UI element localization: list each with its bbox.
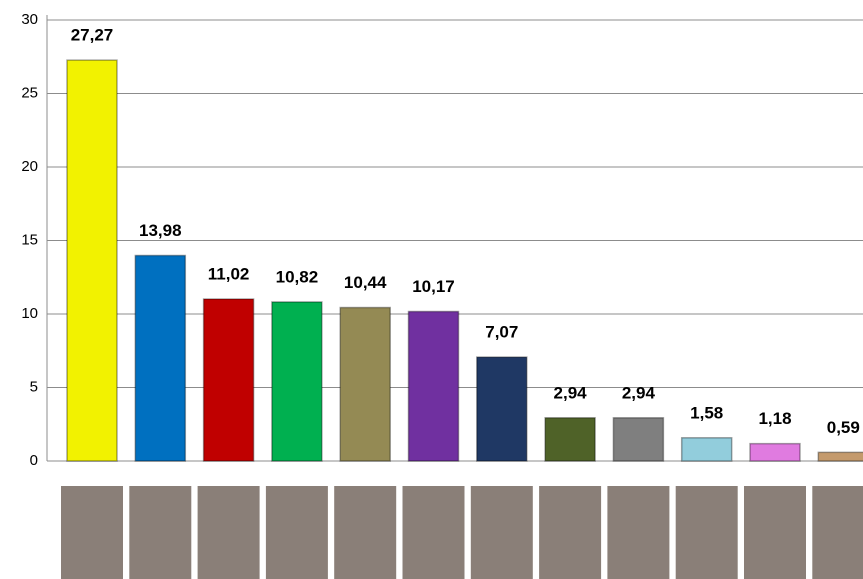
bar xyxy=(339,306,391,462)
value-label: 11,02 xyxy=(208,264,250,283)
bar xyxy=(407,310,460,462)
y-tick-label: 5 xyxy=(30,378,38,395)
value-label: 10,44 xyxy=(344,273,387,292)
portrait xyxy=(265,486,328,579)
portrait xyxy=(539,486,602,579)
value-label: 13,98 xyxy=(139,221,182,240)
y-tick-label: 0 xyxy=(30,452,38,469)
y-tick-label: 20 xyxy=(21,158,38,175)
bar xyxy=(271,301,323,462)
value-label: 7,07 xyxy=(485,323,518,342)
bar xyxy=(202,298,255,462)
bar xyxy=(134,254,187,462)
value-label: 1,58 xyxy=(690,403,723,422)
portrait xyxy=(402,486,465,579)
bar xyxy=(680,437,733,462)
portrait xyxy=(812,486,863,579)
bar xyxy=(817,451,863,462)
bar xyxy=(749,442,801,462)
bar xyxy=(612,417,665,462)
value-label: 2,94 xyxy=(554,383,588,402)
value-label: 10,17 xyxy=(412,277,455,296)
portrait xyxy=(129,486,192,579)
bar xyxy=(66,59,118,462)
bar xyxy=(544,417,596,462)
portrait xyxy=(744,486,806,579)
y-tick-label: 30 xyxy=(21,11,38,28)
portrait xyxy=(197,486,260,579)
value-label: 2,94 xyxy=(622,383,656,402)
y-tick-label: 25 xyxy=(21,84,38,101)
portrait xyxy=(470,486,533,579)
value-label: 0,59 xyxy=(827,418,860,437)
portrait xyxy=(675,486,738,579)
value-label: 1,18 xyxy=(758,409,791,428)
y-tick-label: 15 xyxy=(21,231,38,248)
portrait xyxy=(334,486,397,579)
value-label: 10,82 xyxy=(276,267,319,286)
y-tick-label: 10 xyxy=(21,305,38,322)
bar xyxy=(476,356,528,462)
portrait xyxy=(607,486,670,579)
portrait xyxy=(61,486,123,579)
value-label: 27,27 xyxy=(71,26,114,45)
